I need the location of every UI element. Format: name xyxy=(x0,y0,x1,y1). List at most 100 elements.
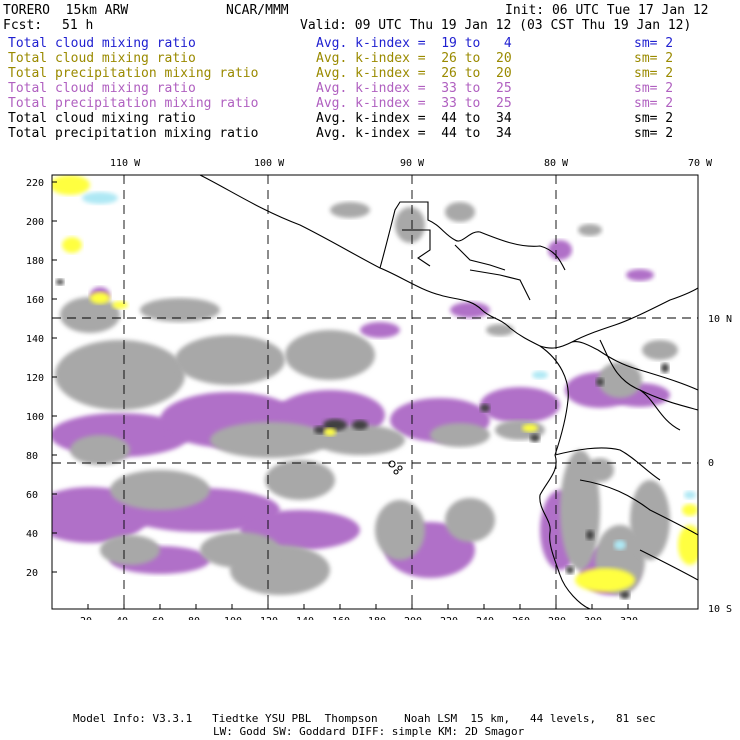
legend-row: Total cloud mixing ratio Avg. k-index = 4… xyxy=(8,111,738,126)
gray-cloud-area xyxy=(445,498,495,542)
gray-cloud-area xyxy=(100,535,160,565)
legend-field-name: Total cloud mixing ratio xyxy=(8,111,196,126)
x-tick-label: 140 xyxy=(296,616,314,620)
galapagos-island xyxy=(388,460,396,468)
gray-cloud-area xyxy=(70,435,130,465)
gray-cloud-area xyxy=(285,330,375,380)
border-brazil xyxy=(639,389,698,411)
legend-row: Total precipitation mixing ratio Avg. k-i… xyxy=(8,126,738,141)
gray-cloud-area xyxy=(60,297,120,333)
y-tick-label: 180 xyxy=(26,256,44,267)
lon-label-110w: 110 W xyxy=(110,158,141,169)
border-colombia-venezuela xyxy=(599,339,681,431)
lat-label-10s: 10 S xyxy=(708,604,732,615)
dark-cloud-core xyxy=(596,378,604,386)
gray-cloud-area xyxy=(395,207,425,243)
gray-cloud-area xyxy=(55,340,185,410)
purple-cloud-area xyxy=(626,269,654,281)
gray-cloud-area xyxy=(200,532,280,568)
y-tick-label: 40 xyxy=(26,529,38,540)
legend-row: Total cloud mixing ratio Avg. k-index = 3… xyxy=(8,81,738,96)
weather-map: 110 W 100 W 90 W 80 W 70 W 10 N 0 10 S 2… xyxy=(26,158,732,620)
legend-field-name: Total precipitation mixing ratio xyxy=(8,126,259,141)
dark-cloud-core xyxy=(620,591,630,599)
yellow-cloud-area xyxy=(90,292,110,304)
yellow-cloud-area xyxy=(575,568,635,592)
purple-cloud-area xyxy=(480,387,560,423)
gray-cloud-area xyxy=(265,460,335,500)
dark-cloud-core xyxy=(661,363,669,373)
legend-row: Total precipitation mixing ratio Avg. k-i… xyxy=(8,66,738,81)
model-info-line: Model Info: V3.3.1 Tiedtke YSU PBL Thomp… xyxy=(73,712,656,725)
legend-smoothing: sm= 2 xyxy=(634,111,674,126)
legend-kindex: Avg. k-index = 33 to 25 xyxy=(316,96,512,111)
x-tick-label: 120 xyxy=(260,616,278,620)
gray-cloud-area xyxy=(486,324,514,336)
legend-field-name: Total cloud mixing ratio xyxy=(8,51,196,66)
y-tick-label: 200 xyxy=(26,217,44,228)
legend-row: Total cloud mixing ratio Avg. k-index = 1… xyxy=(8,36,738,51)
legend-kindex: Avg. k-index = 26 to 20 xyxy=(316,66,512,81)
x-tick-label: 160 xyxy=(332,616,350,620)
y-tick-label: 20 xyxy=(26,568,38,579)
yellow-cloud-area xyxy=(62,237,82,253)
legend-smoothing: sm= 2 xyxy=(634,51,674,66)
gray-cloud-area xyxy=(140,298,220,322)
x-tick-label: 280 xyxy=(548,616,566,620)
legend-row: Total precipitation mixing ratio Avg. k-i… xyxy=(8,96,738,111)
organization: NCAR/MMM xyxy=(226,3,289,18)
galapagos-island xyxy=(393,469,399,475)
legend-smoothing: sm= 2 xyxy=(634,36,674,51)
legend-smoothing: sm= 2 xyxy=(634,66,674,81)
y-tick-label: 100 xyxy=(26,412,44,423)
yellow-cloud-area xyxy=(522,424,538,432)
gray-cloud-area xyxy=(110,470,210,510)
yellow-cloud-area xyxy=(324,428,336,436)
y-tick-label: 80 xyxy=(26,451,38,462)
x-tick-label: 80 xyxy=(188,616,200,620)
coastline-caribbean-sa xyxy=(571,287,698,343)
purple-cloud-area xyxy=(450,302,490,318)
y-tick-label: 140 xyxy=(26,334,44,345)
lon-label-80w: 80 W xyxy=(544,158,569,169)
x-tick-label: 100 xyxy=(224,616,242,620)
y-tick-label: 60 xyxy=(26,490,38,501)
x-tick-label: 260 xyxy=(512,616,530,620)
init-time: Init: 06 UTC Tue 17 Jan 12 xyxy=(505,3,709,18)
lon-label-90w: 90 W xyxy=(400,158,425,169)
cyan-cloud-area xyxy=(614,540,626,550)
gray-cloud-area xyxy=(598,362,642,398)
x-tick-label: 180 xyxy=(368,616,386,620)
border-nicaragua xyxy=(469,269,531,301)
gray-cloud-area xyxy=(430,423,490,447)
gray-cloud-area xyxy=(175,335,285,385)
legend-field-name: Total precipitation mixing ratio xyxy=(8,96,259,111)
border-honduras xyxy=(454,244,506,271)
x-tick-label: 240 xyxy=(476,616,494,620)
y-tick-label: 160 xyxy=(26,295,44,306)
legend-smoothing: sm= 2 xyxy=(634,96,674,111)
dark-cloud-core xyxy=(566,566,574,574)
x-tick-label: 320 xyxy=(620,616,638,620)
x-tick-label: 40 xyxy=(116,616,128,620)
coastline-colombia xyxy=(539,345,591,609)
dark-cloud-core xyxy=(314,426,326,434)
legend-kindex: Avg. k-index = 44 to 34 xyxy=(316,126,512,141)
dark-cloud-core xyxy=(586,530,594,540)
y-axis-labels: 220 200 180 160 140 120 100 80 60 40 20 xyxy=(26,178,44,579)
graticule xyxy=(52,175,698,609)
yellow-cloud-area xyxy=(682,504,698,516)
x-tick-label: 300 xyxy=(584,616,602,620)
coastline-layer xyxy=(199,175,698,609)
cyan-cloud-area xyxy=(684,491,696,499)
legend-kindex: Avg. k-index = 26 to 20 xyxy=(316,51,512,66)
x-tick-label: 20 xyxy=(80,616,92,620)
legend-field-name: Total cloud mixing ratio xyxy=(8,36,196,51)
dark-cloud-core xyxy=(56,279,64,285)
legend-smoothing: sm= 2 xyxy=(634,81,674,96)
gray-cloud-area xyxy=(578,224,602,236)
legend-smoothing: sm= 2 xyxy=(634,126,674,141)
coastline-central-america xyxy=(199,175,698,391)
legend-field-name: Total precipitation mixing ratio xyxy=(8,66,259,81)
border-peru xyxy=(579,479,698,536)
